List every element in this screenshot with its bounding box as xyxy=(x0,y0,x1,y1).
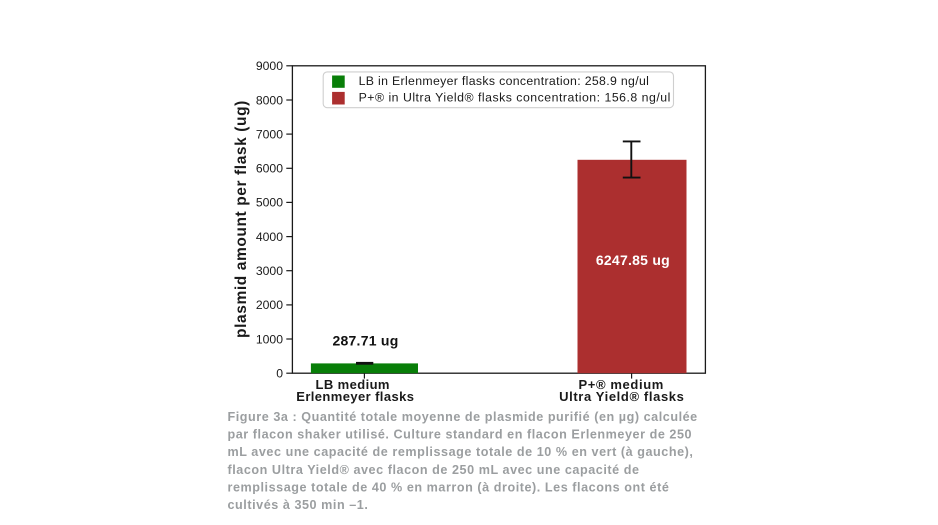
svg-text:8000: 8000 xyxy=(256,93,283,107)
svg-text:LB medium: LB medium xyxy=(316,377,390,392)
svg-text:287.71 ug: 287.71 ug xyxy=(332,333,398,349)
svg-text:P+® in Ultra Yield® flasks con: P+® in Ultra Yield® flasks concentration… xyxy=(359,91,671,105)
svg-text:6000: 6000 xyxy=(256,162,283,176)
svg-text:plasmid amount per flask (ug): plasmid amount per flask (ug) xyxy=(233,100,250,338)
svg-text:remplissage totale de 40 % en: remplissage totale de 40 % en marron (à … xyxy=(228,480,670,494)
svg-text:flacon Ultra Yield® avec flaco: flacon Ultra Yield® avec flacon de 250 m… xyxy=(228,463,640,477)
svg-text:5000: 5000 xyxy=(256,196,283,210)
svg-text:Erlenmeyer flasks: Erlenmeyer flasks xyxy=(296,389,414,404)
svg-text:4000: 4000 xyxy=(256,230,283,244)
svg-text:Figure 3a : Quantité totale mo: Figure 3a : Quantité totale moyenne de p… xyxy=(228,410,698,424)
svg-text:Ultra Yield® flasks: Ultra Yield® flasks xyxy=(559,389,684,404)
svg-text:1000: 1000 xyxy=(256,332,283,346)
svg-text:7000: 7000 xyxy=(256,127,283,141)
svg-text:P+® medium: P+® medium xyxy=(578,377,664,392)
svg-text:LB in Erlenmeyer flasks concen: LB in Erlenmeyer flasks concentration: 2… xyxy=(359,74,650,88)
svg-text:6247.85 ug: 6247.85 ug xyxy=(596,252,670,268)
svg-text:9000: 9000 xyxy=(256,59,283,73)
svg-text:par flacon shaker utilisé. Cul: par flacon shaker utilisé. Culture stand… xyxy=(228,428,693,442)
svg-text:cultivés à 350 min –1.: cultivés à 350 min –1. xyxy=(228,498,369,512)
svg-text:2000: 2000 xyxy=(256,298,283,312)
svg-text:3000: 3000 xyxy=(256,264,283,278)
svg-text:mL avec une capacité de rempli: mL avec une capacité de remplissage tota… xyxy=(228,445,694,459)
svg-text:0: 0 xyxy=(276,367,283,381)
